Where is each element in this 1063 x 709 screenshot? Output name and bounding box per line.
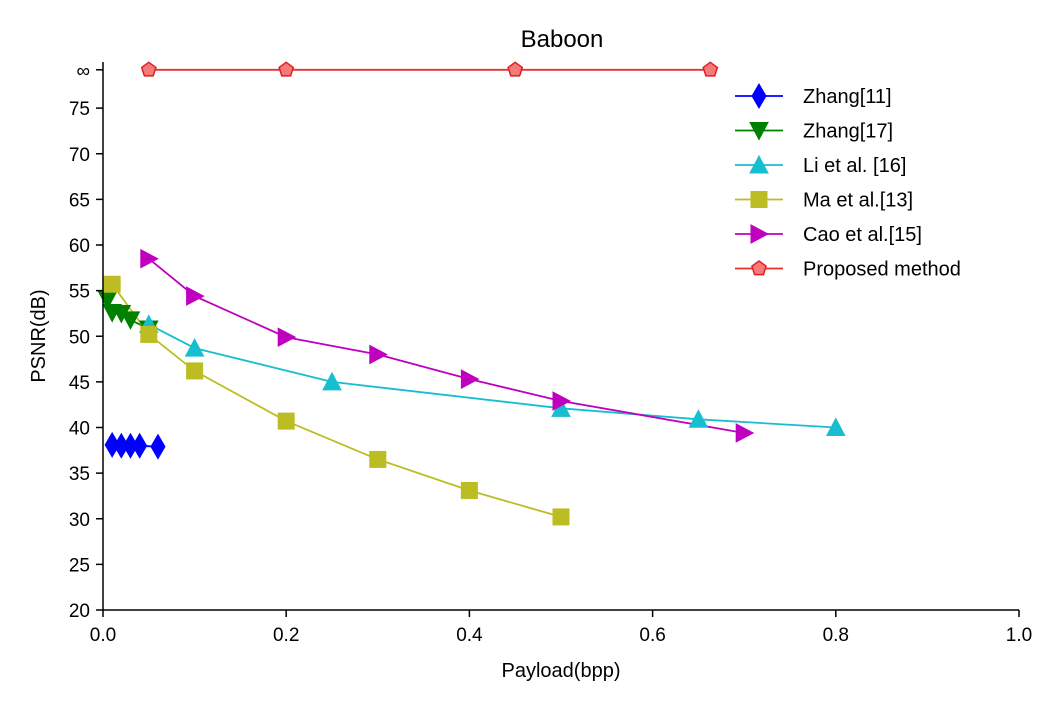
- x-tick-label: 0.6: [639, 625, 665, 646]
- legend-marker-2: [749, 154, 769, 174]
- data-point-s4-2: [277, 327, 297, 347]
- data-point-s3-6: [552, 508, 570, 526]
- x-tick-label: 0.2: [273, 625, 299, 646]
- legend-label-0: Zhang[11]: [803, 86, 892, 108]
- legend-label-3: Ma et al.[13]: [803, 190, 913, 212]
- series-line-4: [148, 258, 745, 434]
- legend-label-1: Zhang[17]: [803, 121, 893, 143]
- plot-markers: [97, 61, 846, 526]
- data-point-s4-3: [369, 344, 388, 365]
- data-point-s2-5: [825, 417, 846, 436]
- data-point-s4-5: [552, 391, 572, 411]
- data-point-s5-1: [278, 61, 295, 77]
- legend-marker-3: [750, 191, 768, 208]
- y-ticks: 20 25 30 35 40 45 50 55 60 65 70 75 ∞: [69, 61, 103, 622]
- data-point-s1-3: [120, 311, 141, 330]
- axes: [102, 62, 1019, 611]
- x-ticks: 0.0 0.2 0.4 0.6 0.8 1.0: [90, 610, 1032, 646]
- data-point-s0-3: [132, 432, 148, 459]
- y-tick-label: 55: [69, 282, 90, 303]
- data-point-s4-4: [460, 369, 480, 389]
- x-tick-label: 1.0: [1006, 625, 1032, 646]
- data-point-s3-3: [277, 412, 295, 430]
- data-point-s3-5: [460, 481, 478, 499]
- legend-marker-5: [751, 260, 767, 276]
- y-tick-label: 50: [69, 327, 90, 348]
- data-point-s3-4: [369, 450, 387, 468]
- legend-label-4: Cao et al.[15]: [803, 224, 922, 246]
- y-tick-label: 70: [69, 145, 90, 166]
- x-tick-label: 0.0: [90, 625, 116, 646]
- y-axis-label: PSNR(dB): [28, 289, 50, 382]
- data-point-s2-4: [688, 409, 709, 428]
- legend-label-2: Li et al. [16]: [803, 155, 906, 177]
- x-tick-label: 0.4: [456, 625, 483, 646]
- y-tick-label: 35: [69, 464, 90, 485]
- data-point-s3-2: [186, 362, 204, 380]
- data-point-s4-0: [140, 248, 159, 269]
- y-tick-label: 40: [69, 419, 90, 440]
- legend-marker-0: [751, 83, 767, 109]
- legend-marker-1: [749, 122, 769, 141]
- y-tick-label: 20: [69, 601, 90, 622]
- y-tick-label: 65: [69, 190, 90, 211]
- data-point-s4-6: [735, 423, 755, 443]
- data-point-s3-0: [103, 275, 121, 293]
- x-tick-label: 0.8: [823, 625, 849, 646]
- data-point-s5-0: [140, 61, 157, 77]
- data-point-s2-1: [184, 338, 205, 357]
- legend: Zhang[11] Zhang[17] Li et al. [16] Ma et al…: [735, 83, 961, 281]
- legend-label-5: Proposed method: [803, 259, 961, 281]
- data-point-s0-4: [150, 433, 166, 460]
- data-point-s3-1: [140, 325, 158, 343]
- plot-lines: [106, 68, 836, 518]
- y-tick-label: 25: [69, 555, 90, 576]
- y-tick-label: 30: [69, 510, 90, 531]
- x-axis-label: Payload(bpp): [502, 660, 621, 682]
- data-point-s2-2: [322, 371, 342, 391]
- y-tick-label: 75: [69, 99, 90, 120]
- data-point-s5-3: [702, 61, 719, 77]
- data-point-s4-1: [186, 286, 205, 306]
- legend-marker-4: [750, 224, 770, 244]
- y-tick-label: 60: [69, 236, 90, 257]
- chart-title: Baboon: [521, 26, 604, 53]
- y-tick-label: ∞: [76, 61, 90, 82]
- series-line-2: [148, 323, 836, 429]
- data-point-s5-2: [507, 61, 524, 77]
- y-tick-label: 45: [69, 373, 90, 394]
